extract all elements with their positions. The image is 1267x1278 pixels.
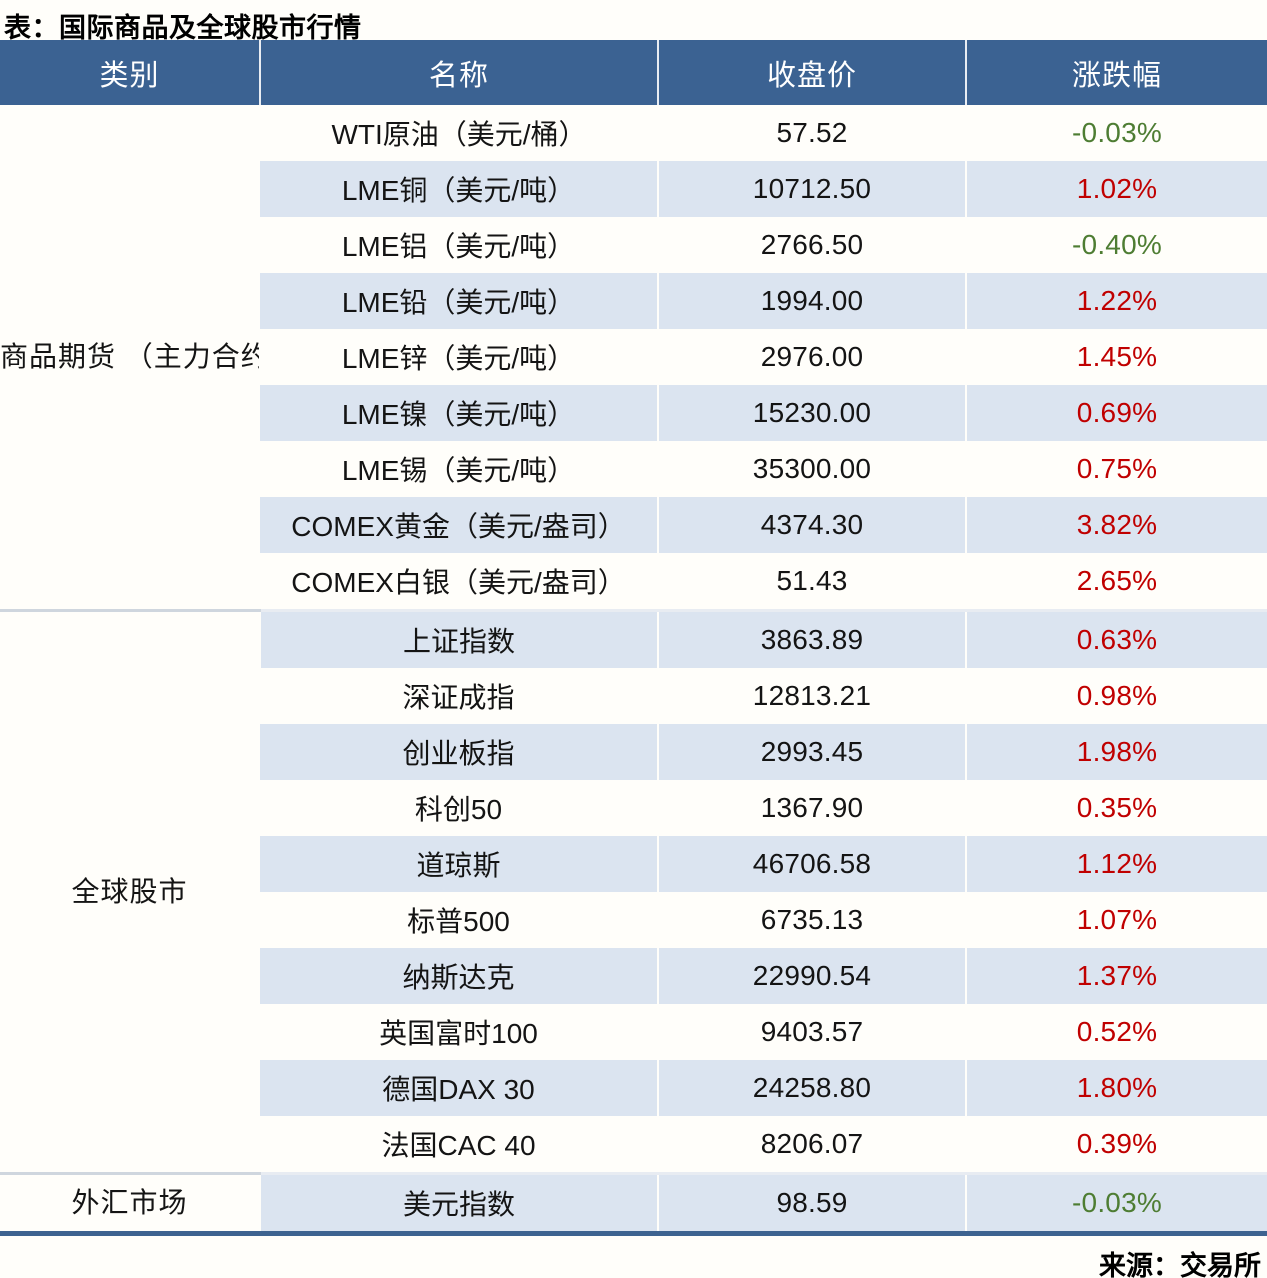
close-price: 9403.57 [657, 1004, 966, 1060]
close-price: 6735.13 [657, 892, 966, 948]
table-row: 全球股市 上证指数 3863.89 0.63% [0, 609, 1267, 1174]
change-pct: -0.03% [965, 1172, 1267, 1234]
close-price: 46706.58 [657, 836, 966, 892]
change-pct: 0.75% [965, 441, 1267, 497]
close-price: 2993.45 [657, 724, 966, 780]
column-header-category: 类别 [0, 40, 260, 105]
item-name: 科创50 [260, 780, 658, 836]
item-name: WTI原油（美元/桶） [259, 105, 658, 161]
table-body: 商品期货 （主力合约） WTI原油（美元/桶） 57.52 -0.03% LME… [0, 105, 1267, 1234]
change-pct: 1.02% [965, 161, 1267, 217]
change-pct: 0.63% [965, 609, 1267, 668]
close-price: 10712.50 [657, 161, 966, 217]
table-row: 创业板指 2993.45 1.98% [0, 724, 1267, 780]
table-row: 英国富时100 9403.57 0.52% [0, 1004, 1267, 1060]
item-name: LME镍（美元/吨） [260, 385, 658, 441]
change-pct: 2.65% [965, 553, 1267, 611]
category-cell-global-stocks: 全球股市 [0, 609, 260, 1174]
item-name: 标普500 [260, 892, 658, 948]
table-header: 类别 名称 收盘价 涨跌幅 [0, 40, 1267, 105]
table-row: 德国DAX 30 24258.80 1.80% [0, 1060, 1267, 1116]
item-name: LME锡（美元/吨） [260, 441, 658, 497]
item-name: 创业板指 [260, 724, 658, 780]
table-row: LME镍（美元/吨） 15230.00 0.69% [0, 385, 1267, 441]
table-row: 科创50 1367.90 0.35% [0, 780, 1267, 836]
table-row: 道琼斯 46706.58 1.12% [0, 836, 1267, 892]
change-pct: 1.22% [965, 273, 1267, 329]
table-row: 外汇市场 美元指数 98.59 -0.03% [0, 1172, 1267, 1234]
close-price: 2976.00 [657, 329, 966, 385]
table-row: LME锌（美元/吨） 2976.00 1.45% [0, 329, 1267, 385]
change-pct: 3.82% [965, 497, 1267, 553]
table-row: 法国CAC 40 8206.07 0.39% [0, 1116, 1267, 1174]
change-pct: 0.69% [965, 385, 1267, 441]
table-row: 深证成指 12813.21 0.98% [0, 668, 1267, 724]
table-row: LME铜（美元/吨） 10712.50 1.02% [0, 161, 1267, 217]
close-price: 57.52 [657, 105, 966, 161]
change-pct: 0.35% [965, 780, 1267, 836]
item-name: 深证成指 [260, 668, 658, 724]
column-header-change: 涨跌幅 [965, 40, 1267, 105]
column-header-close: 收盘价 [657, 40, 966, 105]
item-name: 道琼斯 [260, 836, 658, 892]
header-row: 类别 名称 收盘价 涨跌幅 [0, 40, 1267, 105]
close-price: 12813.21 [657, 668, 966, 724]
table-row: 标普500 6735.13 1.07% [0, 892, 1267, 948]
close-price: 8206.07 [657, 1116, 966, 1174]
source-note: 来源：交易所 [1099, 1251, 1261, 1278]
close-price: 1994.00 [657, 273, 966, 329]
close-price: 4374.30 [657, 497, 966, 553]
change-pct: 0.52% [965, 1004, 1267, 1060]
close-price: 1367.90 [657, 780, 966, 836]
change-pct: 1.98% [965, 724, 1267, 780]
category-cell-commodity-futures: 商品期货 （主力合约） [0, 105, 260, 611]
table-row: LME铝（美元/吨） 2766.50 -0.40% [0, 217, 1267, 273]
item-name: COMEX黄金（美元/盎司） [260, 497, 658, 553]
close-price: 51.43 [657, 553, 966, 611]
change-pct: 1.37% [965, 948, 1267, 1004]
change-pct: 0.39% [965, 1116, 1267, 1174]
item-name: LME铝（美元/吨） [260, 217, 658, 273]
change-pct: -0.40% [965, 217, 1267, 273]
item-name: LME铜（美元/吨） [260, 161, 658, 217]
change-pct: 1.45% [965, 329, 1267, 385]
item-name: LME锌（美元/吨） [260, 329, 658, 385]
table-row: LME铅（美元/吨） 1994.00 1.22% [0, 273, 1267, 329]
close-price: 35300.00 [657, 441, 966, 497]
change-pct: 1.12% [965, 836, 1267, 892]
table-row: 纳斯达克 22990.54 1.37% [0, 948, 1267, 1004]
close-price: 98.59 [657, 1172, 966, 1234]
item-name: 纳斯达克 [260, 948, 658, 1004]
item-name: COMEX白银（美元/盎司） [260, 553, 658, 611]
table-row: 商品期货 （主力合约） WTI原油（美元/桶） 57.52 -0.03% [0, 105, 1267, 611]
change-pct: 1.07% [965, 892, 1267, 948]
category-cell-forex: 外汇市场 [0, 1172, 260, 1234]
close-price: 22990.54 [657, 948, 966, 1004]
change-pct: 1.80% [965, 1060, 1267, 1116]
item-name: 法国CAC 40 [260, 1116, 658, 1174]
table-row: COMEX白银（美元/盎司） 51.43 2.65% [0, 553, 1267, 611]
table-row: COMEX黄金（美元/盎司） 4374.30 3.82% [0, 497, 1267, 553]
close-price: 3863.89 [657, 609, 966, 668]
close-price: 15230.00 [657, 385, 966, 441]
item-name: 上证指数 [259, 609, 658, 668]
close-price: 24258.80 [657, 1060, 966, 1116]
item-name: LME铅（美元/吨） [260, 273, 658, 329]
item-name: 英国富时100 [260, 1004, 658, 1060]
close-price: 2766.50 [657, 217, 966, 273]
change-pct: -0.03% [965, 105, 1267, 161]
page-title: 表：国际商品及全球股市行情 [4, 13, 362, 43]
item-name: 美元指数 [259, 1172, 658, 1234]
table-row: LME锡（美元/吨） 35300.00 0.75% [0, 441, 1267, 497]
change-pct: 0.98% [965, 668, 1267, 724]
market-table: 类别 名称 收盘价 涨跌幅 商品期货 （主力合约） WTI原油（美元/桶） 57… [0, 40, 1267, 1236]
item-name: 德国DAX 30 [260, 1060, 658, 1116]
column-header-name: 名称 [259, 40, 658, 105]
